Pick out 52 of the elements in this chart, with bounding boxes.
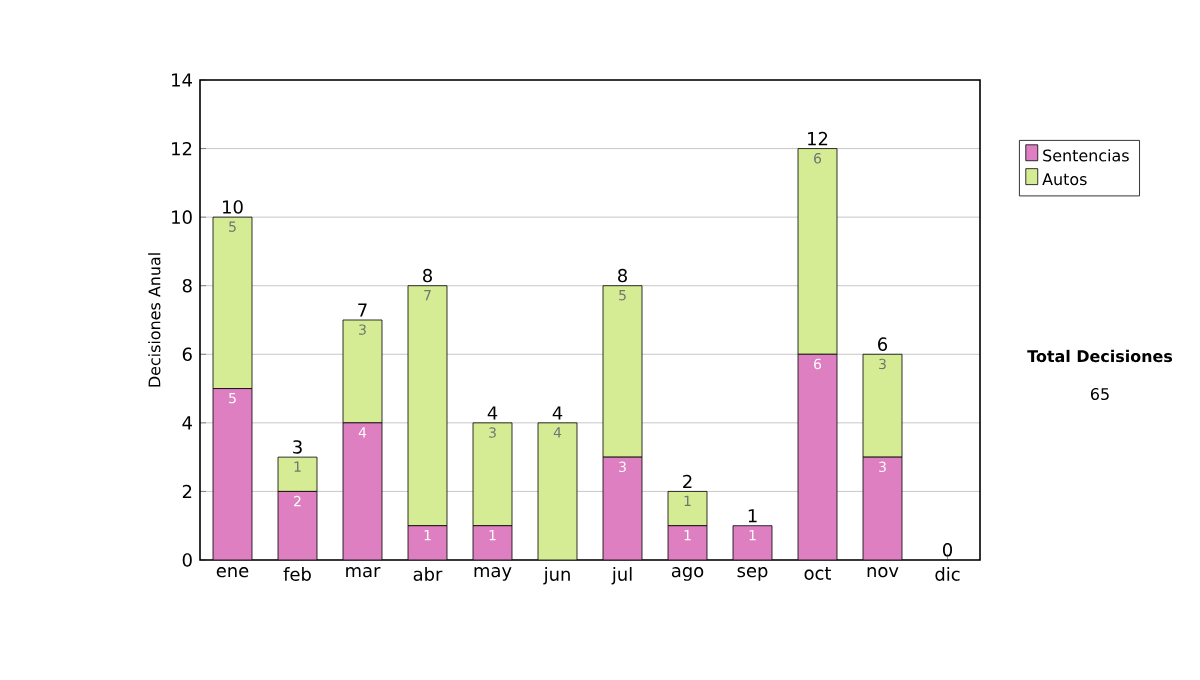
y-tick-label: 2	[182, 484, 192, 499]
bar	[667, 525, 708, 560]
bar	[212, 388, 253, 560]
total-label: 6	[878, 337, 888, 351]
x-tick-label: mar	[346, 567, 381, 578]
total-label: 4	[552, 406, 563, 420]
total-label: 8	[618, 268, 627, 283]
total-label: 0	[942, 543, 953, 557]
x-tick-label: sep	[737, 567, 768, 581]
bar	[407, 285, 448, 527]
total-label: 4	[487, 406, 498, 420]
total-label: 7	[358, 303, 367, 317]
y-tick-label: 0	[182, 553, 192, 567]
bar	[797, 353, 838, 560]
total-label: 2	[683, 474, 692, 489]
x-tick-label: oct	[804, 567, 832, 580]
bar	[277, 456, 318, 492]
bar	[862, 353, 903, 458]
x-tick-label: nov	[867, 567, 899, 578]
x-tick-label: may	[474, 567, 512, 581]
bar	[342, 422, 383, 560]
bar	[277, 491, 318, 560]
x-tick-label: feb	[283, 567, 311, 581]
total-label: 10	[223, 200, 243, 214]
bar	[602, 285, 643, 458]
bar	[862, 456, 903, 560]
bar	[212, 216, 253, 389]
bar	[602, 456, 643, 560]
bar	[537, 422, 578, 560]
y-tick-label: 8	[182, 278, 192, 293]
total-label: 8	[423, 268, 432, 283]
bar	[732, 525, 773, 560]
y-tick-label: 12	[172, 141, 192, 156]
bar	[797, 148, 838, 355]
x-tick-label: abr	[413, 567, 443, 581]
total-label: 3	[293, 440, 302, 454]
x-tick-label: jul	[611, 567, 632, 585]
bar	[407, 525, 448, 560]
x-tick-label: dic	[935, 567, 960, 581]
x-tick-label: ene	[216, 567, 249, 578]
bar	[342, 319, 383, 424]
y-tick-label: 14	[172, 73, 192, 87]
y-tick-label: 4	[182, 416, 192, 430]
bar	[667, 491, 708, 527]
y-tick-label: 10	[172, 210, 192, 224]
total-label: 1	[748, 509, 757, 523]
x-tick-label: ago	[671, 567, 704, 581]
y-tick-label: 6	[182, 347, 192, 362]
bar	[472, 525, 513, 560]
x-tick-label: jun	[543, 567, 570, 585]
total-label: 12	[808, 131, 828, 146]
bar	[472, 422, 513, 527]
